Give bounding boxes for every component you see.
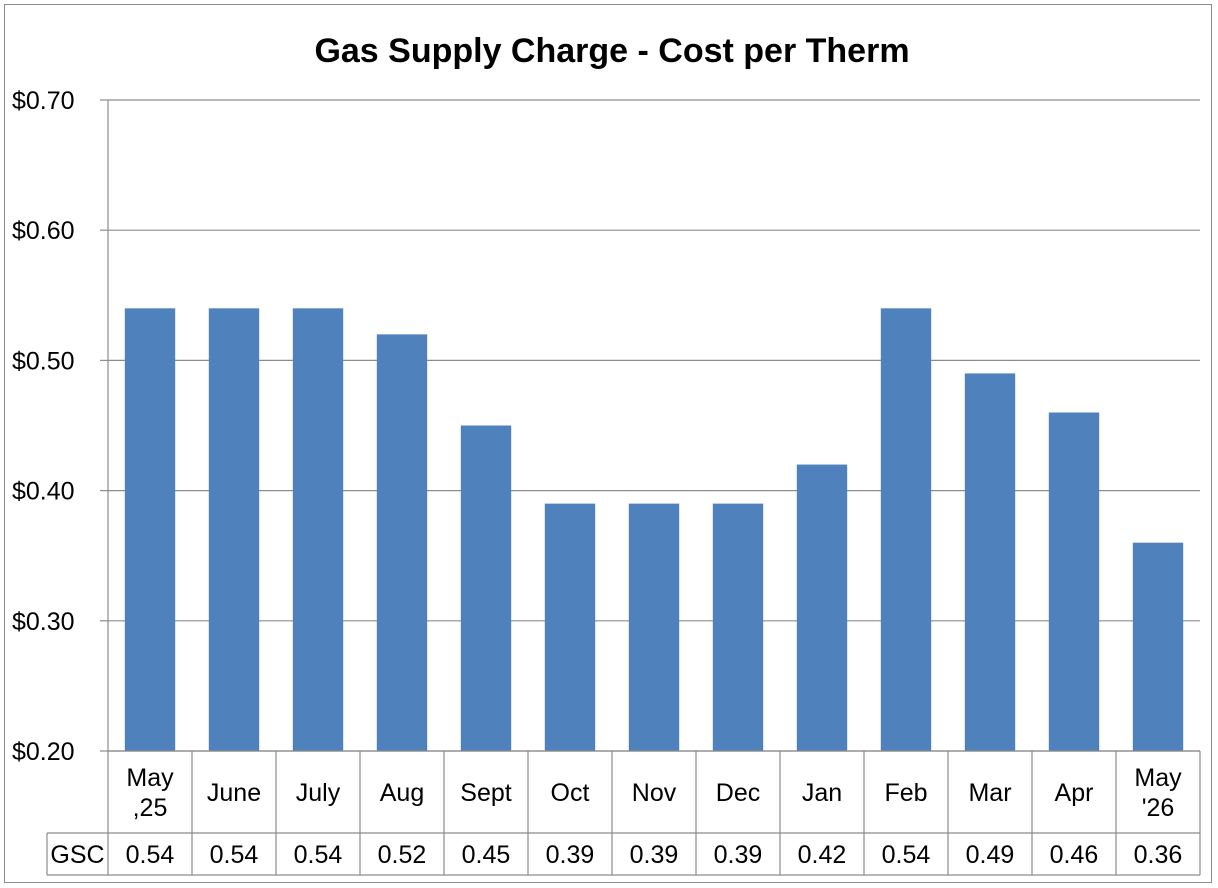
data-label: 0.46	[1050, 841, 1099, 869]
legend-series-name: GSC	[50, 841, 104, 869]
category-label: Feb	[884, 779, 927, 807]
bar	[964, 373, 1016, 751]
data-label: 0.39	[630, 841, 679, 869]
category-label: ,25	[133, 794, 168, 822]
data-label: 0.54	[210, 841, 259, 869]
category-label: Aug	[380, 779, 424, 807]
data-label: 0.49	[966, 841, 1015, 869]
category-label: Dec	[716, 779, 760, 807]
category-label: May	[1134, 764, 1182, 792]
y-tick-label: $0.30	[12, 608, 75, 636]
y-tick-label: $0.50	[12, 347, 75, 375]
bar	[1132, 542, 1184, 751]
y-tick-label: $0.40	[12, 478, 75, 506]
bar	[796, 464, 848, 751]
y-tick-label: $0.60	[12, 217, 75, 245]
data-label: 0.54	[294, 841, 343, 869]
bar	[460, 425, 512, 751]
category-label: Mar	[968, 779, 1011, 807]
category-label: May	[126, 764, 174, 792]
bar	[880, 308, 932, 751]
data-label: 0.39	[546, 841, 595, 869]
data-label: 0.54	[126, 841, 175, 869]
bar	[712, 503, 764, 751]
data-label: 0.36	[1134, 841, 1183, 869]
data-label: 0.45	[462, 841, 511, 869]
chart-title: Gas Supply Charge - Cost per Therm	[314, 32, 909, 70]
data-label: 0.39	[714, 841, 763, 869]
data-label: 0.42	[798, 841, 847, 869]
data-label: 0.54	[882, 841, 931, 869]
bar	[376, 334, 428, 751]
category-label: Oct	[551, 779, 590, 807]
bar	[292, 308, 344, 751]
bar-series	[124, 308, 1184, 751]
category-label: Jan	[802, 779, 842, 807]
bar	[628, 503, 680, 751]
category-label: Nov	[632, 779, 677, 807]
category-label: July	[296, 779, 341, 807]
category-label: June	[207, 779, 261, 807]
bar	[544, 503, 596, 751]
category-label: '26	[1142, 794, 1175, 822]
bar	[124, 308, 176, 751]
data-label: 0.52	[378, 841, 427, 869]
bar	[1048, 412, 1100, 751]
y-tick-label: $0.70	[12, 87, 75, 115]
y-axis: $0.20 $0.30 $0.40 $0.50 $0.60 $0.70	[12, 87, 109, 766]
category-label: Apr	[1055, 779, 1094, 807]
y-tick-label: $0.20	[12, 738, 75, 766]
bar	[208, 308, 260, 751]
category-label: Sept	[460, 779, 511, 807]
